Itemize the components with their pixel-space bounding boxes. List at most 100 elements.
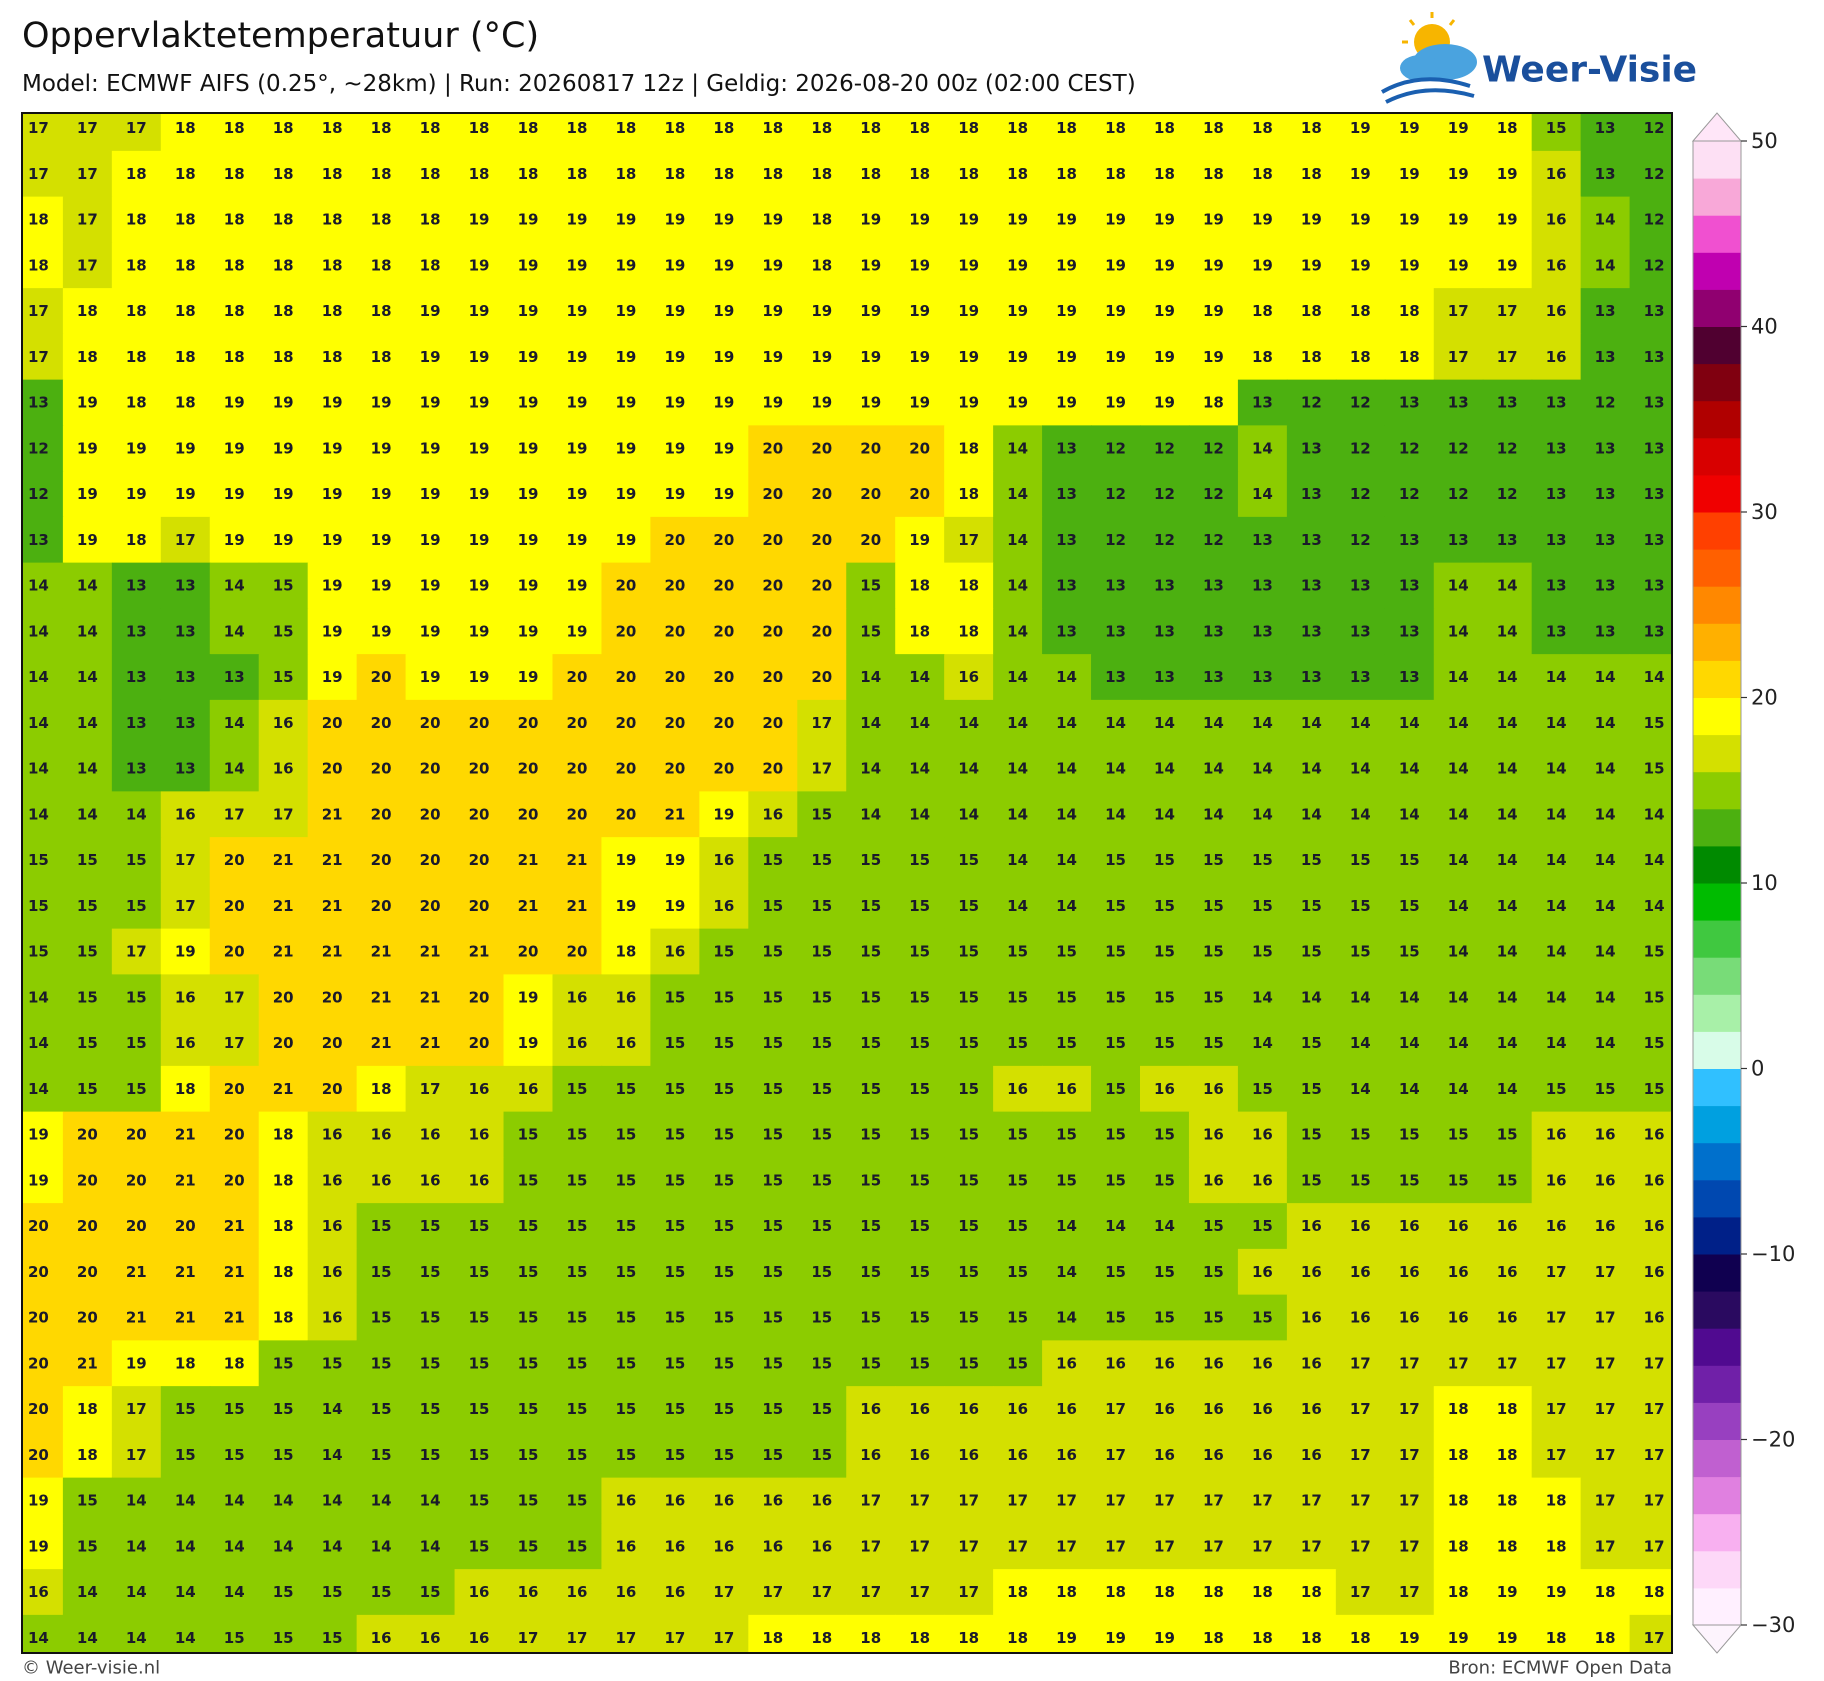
temp-value: 15 <box>273 622 294 640</box>
temp-value: 19 <box>664 439 685 457</box>
temp-value: 15 <box>1007 1126 1028 1144</box>
temp-value: 19 <box>1497 165 1518 183</box>
temp-value: 18 <box>1203 1583 1224 1601</box>
temp-value: 19 <box>371 394 392 412</box>
temp-value: 15 <box>958 943 979 961</box>
temp-cell <box>1140 113 1190 152</box>
temp-cell <box>944 1157 994 1204</box>
temp-cell <box>1042 1157 1092 1204</box>
temp-value: 19 <box>958 394 979 412</box>
temp-cell <box>111 1386 162 1433</box>
colorbar-tick-label: 30 <box>1751 500 1778 524</box>
temp-cell <box>454 1157 505 1204</box>
temp-value: 15 <box>28 897 49 915</box>
temp-value: 13 <box>1301 577 1322 595</box>
temp-cell <box>1384 516 1435 564</box>
temp-value: 17 <box>958 1583 979 1601</box>
temp-cell <box>307 379 358 426</box>
temp-value: 19 <box>175 943 196 961</box>
temp-cell <box>1433 333 1484 381</box>
temp-cell <box>895 1477 945 1524</box>
temp-cell <box>405 1569 456 1616</box>
temp-value: 14 <box>126 1583 147 1601</box>
temp-value: 18 <box>909 165 930 183</box>
temp-cell <box>797 113 847 152</box>
temp-cell <box>405 379 456 426</box>
temp-cell <box>993 196 1043 243</box>
temp-cell <box>552 562 603 609</box>
temp-cell <box>944 1477 994 1524</box>
temp-cell <box>748 333 798 381</box>
temp-value: 13 <box>1644 348 1665 366</box>
temp-cell <box>1237 562 1288 609</box>
temp-value: 18 <box>1252 348 1273 366</box>
temp-value: 16 <box>1301 1309 1322 1327</box>
temp-cell <box>895 1294 945 1341</box>
temp-cell <box>699 928 749 975</box>
temp-value: 19 <box>958 302 979 320</box>
temp-cell <box>1140 1248 1190 1296</box>
colorbar-box <box>1693 1031 1741 1069</box>
temp-value: 20 <box>469 897 490 915</box>
temp-value: 19 <box>469 531 490 549</box>
temp-value: 19 <box>322 531 343 549</box>
temp-cell <box>1286 516 1337 564</box>
temp-cell <box>797 471 847 518</box>
temp-value: 15 <box>615 1354 636 1372</box>
temp-value: 17 <box>1350 1400 1371 1418</box>
temp-cell <box>993 1523 1043 1570</box>
temp-cell <box>797 1020 847 1067</box>
temp-value: 13 <box>1350 622 1371 640</box>
temp-cell <box>1286 1569 1337 1616</box>
temp-cell <box>601 1065 651 1113</box>
temp-value: 18 <box>1595 1629 1616 1647</box>
temp-cell <box>552 113 603 152</box>
temp-value: 15 <box>909 1217 930 1235</box>
temp-cell <box>111 1569 162 1616</box>
temp-cell <box>1433 150 1484 198</box>
temp-cell <box>454 1203 505 1250</box>
temp-value: 16 <box>567 1034 588 1052</box>
temp-value: 19 <box>126 439 147 457</box>
temp-cell <box>111 837 162 884</box>
temp-cell <box>1629 288 1672 335</box>
temp-cell <box>601 1111 651 1158</box>
temp-cell <box>895 1386 945 1433</box>
temp-cell <box>699 1386 749 1433</box>
temp-value: 15 <box>518 1126 539 1144</box>
colorbar-box <box>1693 1439 1741 1478</box>
temp-value: 15 <box>958 988 979 1006</box>
temp-value: 15 <box>958 1309 979 1327</box>
temp-value: 14 <box>1497 851 1518 869</box>
temp-value: 17 <box>567 1629 588 1647</box>
temp-value: 13 <box>1301 485 1322 503</box>
temp-cell <box>503 1157 554 1204</box>
temp-cell <box>160 1614 211 1653</box>
temp-value: 18 <box>615 943 636 961</box>
temp-value: 15 <box>1301 897 1322 915</box>
temp-cell <box>356 516 407 564</box>
temp-value: 15 <box>811 897 832 915</box>
temp-value: 19 <box>762 302 783 320</box>
temp-value: 19 <box>1105 211 1126 229</box>
temp-value: 17 <box>1350 1583 1371 1601</box>
temp-cell <box>1042 150 1092 198</box>
temp-value: 13 <box>1497 531 1518 549</box>
temp-value: 15 <box>664 1034 685 1052</box>
temp-cell <box>601 745 651 792</box>
temp-cell <box>748 1614 798 1653</box>
temp-value: 13 <box>1595 165 1616 183</box>
temp-value: 12 <box>1105 439 1126 457</box>
temp-value: 19 <box>273 531 294 549</box>
temp-value: 15 <box>811 1446 832 1464</box>
temp-value: 16 <box>469 1080 490 1098</box>
temp-cell <box>405 196 456 243</box>
temp-value: 14 <box>1546 714 1567 732</box>
temp-value: 14 <box>1546 943 1567 961</box>
temp-value: 16 <box>175 1034 196 1052</box>
temp-cell <box>1335 242 1386 289</box>
temp-value: 19 <box>28 1537 49 1555</box>
temp-cell <box>552 1065 603 1113</box>
temp-cell <box>405 837 456 884</box>
temp-value: 15 <box>615 1080 636 1098</box>
